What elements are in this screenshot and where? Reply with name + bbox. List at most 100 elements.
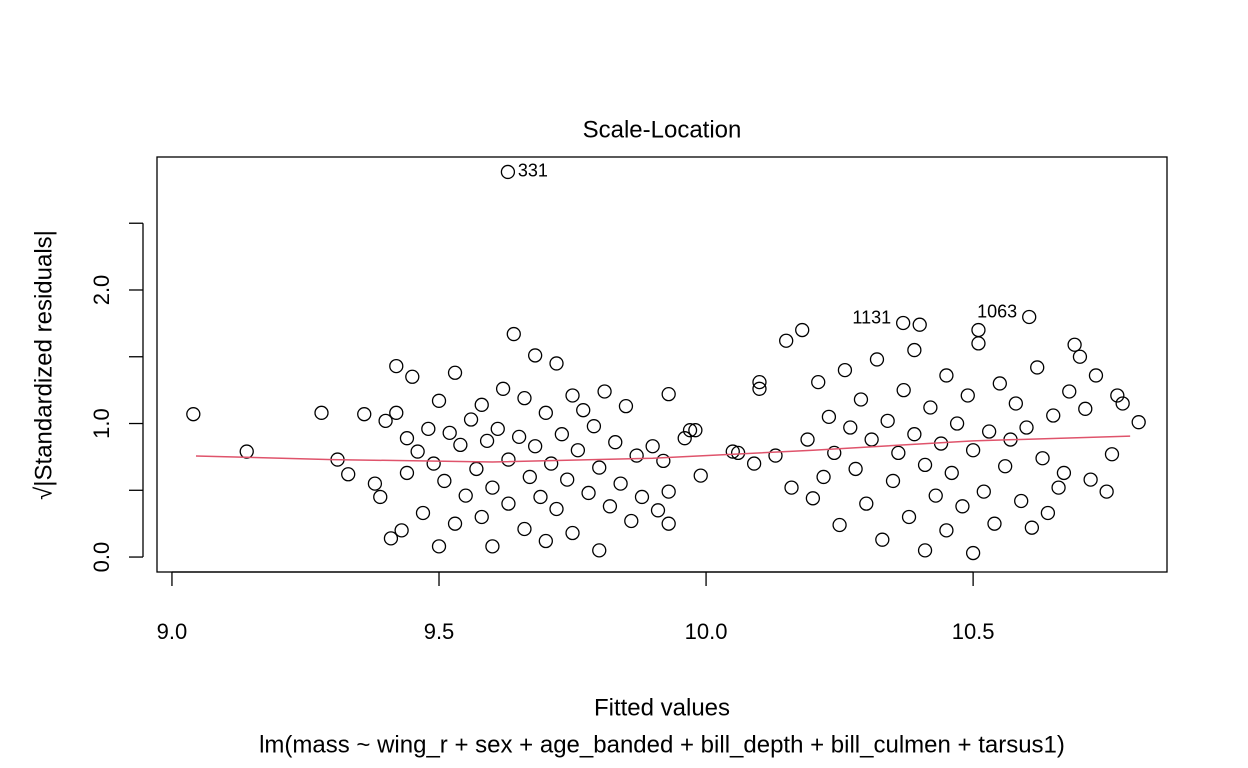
point bbox=[795, 322, 810, 338]
point bbox=[677, 431, 692, 446]
point bbox=[431, 393, 447, 408]
point bbox=[517, 521, 532, 537]
point bbox=[992, 376, 1007, 391]
point bbox=[645, 439, 660, 454]
point bbox=[987, 516, 1002, 531]
point bbox=[1040, 505, 1056, 521]
point bbox=[682, 423, 698, 438]
point bbox=[917, 457, 933, 473]
point bbox=[853, 392, 869, 407]
point bbox=[661, 484, 676, 499]
point bbox=[415, 505, 431, 521]
point bbox=[1019, 420, 1034, 435]
point bbox=[1131, 415, 1146, 430]
point bbox=[907, 342, 922, 358]
point bbox=[314, 405, 329, 420]
annotated-point bbox=[1022, 309, 1037, 325]
point bbox=[848, 461, 863, 477]
point bbox=[1046, 408, 1061, 423]
point bbox=[608, 435, 623, 450]
point bbox=[981, 424, 997, 439]
point bbox=[976, 484, 991, 499]
point bbox=[511, 429, 527, 445]
point bbox=[554, 427, 570, 442]
point bbox=[527, 348, 543, 363]
point bbox=[859, 496, 874, 511]
point bbox=[1056, 465, 1072, 481]
plot-box bbox=[156, 156, 1168, 573]
point bbox=[998, 459, 1013, 474]
point bbox=[923, 400, 938, 415]
point bbox=[1035, 451, 1050, 466]
point bbox=[469, 461, 484, 477]
point bbox=[1104, 447, 1120, 462]
point bbox=[624, 513, 639, 529]
point bbox=[560, 472, 575, 487]
point bbox=[917, 543, 933, 558]
point bbox=[1072, 349, 1088, 364]
point bbox=[383, 531, 399, 546]
point bbox=[447, 365, 463, 380]
point bbox=[1110, 388, 1125, 403]
point-label: 1131 bbox=[852, 308, 891, 328]
x-tick-label: 10.5 bbox=[952, 619, 995, 644]
point bbox=[618, 399, 634, 414]
point bbox=[495, 381, 511, 396]
point bbox=[869, 352, 885, 367]
point bbox=[522, 469, 537, 485]
point bbox=[613, 476, 628, 491]
point bbox=[955, 499, 970, 514]
point bbox=[634, 489, 650, 505]
y-tick-label: 0.0 bbox=[89, 542, 114, 573]
point bbox=[453, 437, 468, 453]
point bbox=[944, 465, 959, 481]
point bbox=[544, 456, 559, 471]
smooth-line bbox=[195, 435, 1131, 463]
annotated-point bbox=[896, 315, 911, 331]
point bbox=[447, 516, 463, 531]
x-tick-label: 10.0 bbox=[685, 619, 728, 644]
point bbox=[864, 432, 879, 447]
point bbox=[821, 409, 837, 424]
point bbox=[746, 456, 762, 471]
point-label: 331 bbox=[518, 161, 548, 181]
point bbox=[538, 533, 553, 549]
x-tick-label: 9.5 bbox=[424, 619, 455, 644]
point bbox=[752, 374, 767, 390]
point bbox=[586, 419, 602, 434]
point bbox=[939, 368, 954, 383]
point bbox=[442, 425, 457, 441]
point bbox=[880, 413, 895, 428]
point bbox=[752, 381, 767, 396]
point bbox=[939, 523, 954, 538]
point bbox=[949, 416, 965, 431]
point bbox=[517, 390, 532, 406]
point bbox=[629, 448, 644, 463]
point bbox=[1051, 480, 1066, 495]
point bbox=[367, 476, 383, 491]
point bbox=[389, 405, 404, 420]
point bbox=[816, 469, 831, 485]
point bbox=[1067, 337, 1082, 352]
point bbox=[576, 403, 591, 418]
x-axis-title: Fitted values bbox=[594, 694, 730, 721]
point bbox=[463, 412, 479, 427]
point bbox=[570, 443, 586, 458]
point bbox=[485, 539, 500, 554]
point bbox=[565, 525, 580, 541]
point bbox=[341, 467, 356, 482]
point bbox=[650, 503, 666, 518]
point bbox=[891, 445, 906, 461]
point bbox=[875, 532, 890, 547]
point bbox=[592, 460, 607, 475]
point bbox=[506, 326, 521, 342]
point bbox=[501, 496, 516, 511]
point bbox=[239, 444, 254, 459]
point bbox=[538, 405, 553, 420]
point bbox=[693, 468, 708, 483]
y-tick-label: 1.0 bbox=[89, 408, 114, 439]
point bbox=[1115, 396, 1130, 411]
point bbox=[971, 322, 986, 338]
